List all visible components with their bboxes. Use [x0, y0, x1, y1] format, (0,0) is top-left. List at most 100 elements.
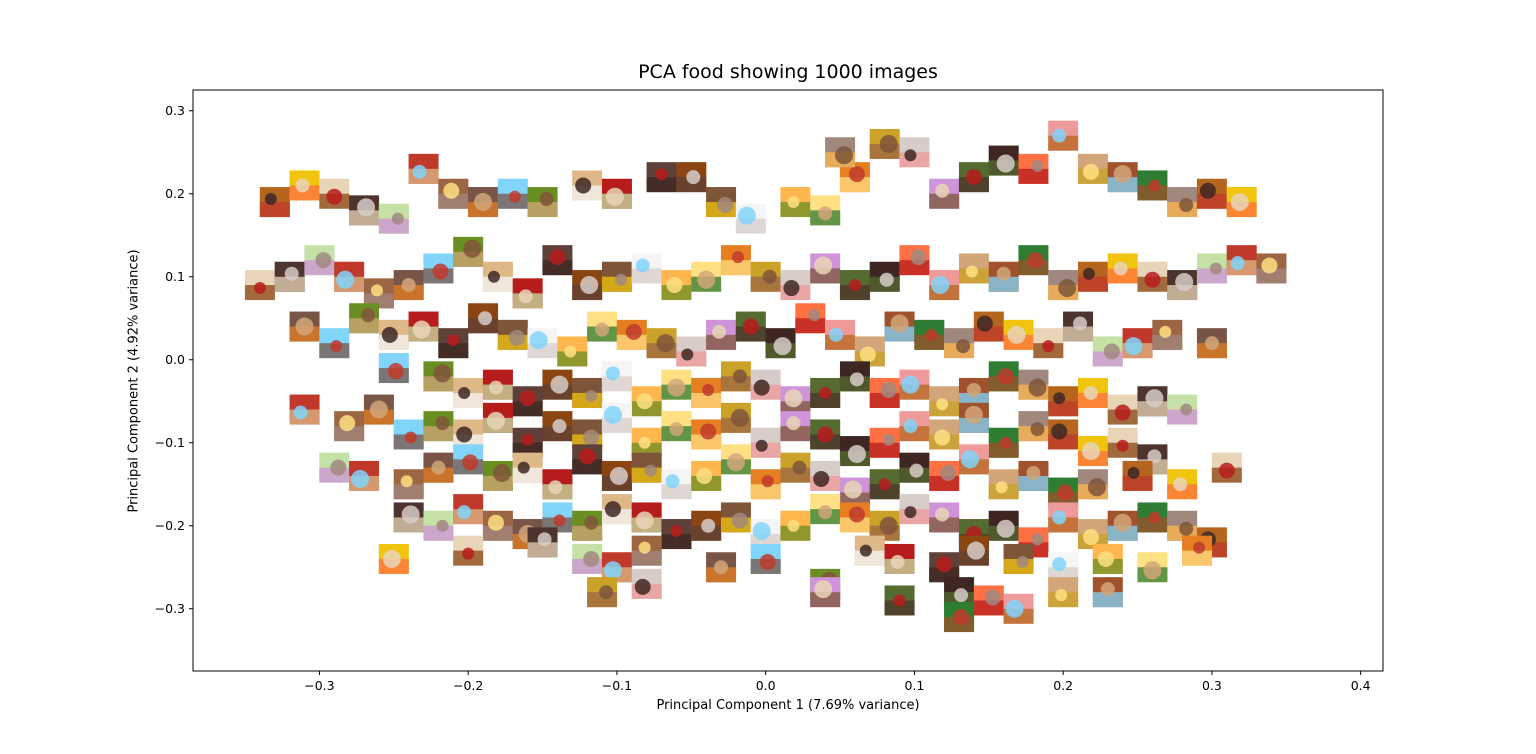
food-thumbnail [973, 311, 1004, 342]
food-thumbnail [512, 452, 543, 483]
x-axis-label: Principal Component 1 (7.69% variance) [656, 698, 920, 713]
food-thumbnail [958, 402, 989, 433]
food-thumbnail [572, 444, 603, 475]
food-thumbnail [319, 178, 350, 209]
food-thumbnail [706, 187, 737, 218]
food-thumbnail [1137, 552, 1168, 583]
food-thumbnail [988, 361, 1019, 392]
food-thumbnail [1137, 170, 1168, 201]
x-tick-label: 0.3 [1202, 678, 1222, 693]
food-thumbnail [839, 502, 870, 533]
food-thumbnail [631, 253, 662, 284]
food-thumbnail [423, 253, 454, 284]
food-thumbnail [393, 469, 424, 500]
food-thumbnail [453, 236, 484, 267]
food-thumbnail [408, 311, 439, 342]
food-thumbnail [468, 187, 499, 218]
food-thumbnail [869, 427, 900, 458]
food-thumbnail [884, 585, 915, 616]
food-thumbnail [1018, 245, 1049, 276]
food-thumbnail [378, 543, 409, 574]
food-thumbnail [810, 577, 841, 608]
food-thumbnail [468, 303, 499, 334]
food-thumbnail [601, 361, 632, 392]
x-tick-label: 0.4 [1351, 678, 1371, 693]
food-thumbnail [1077, 469, 1108, 500]
food-thumbnail [1077, 153, 1108, 184]
food-thumbnail [780, 411, 811, 442]
food-thumbnail [750, 369, 781, 400]
food-thumbnail [780, 187, 811, 218]
food-thumbnail [1256, 253, 1287, 284]
food-thumbnail [1137, 386, 1168, 417]
food-thumbnail [289, 394, 320, 425]
x-tick-label: −0.2 [453, 678, 483, 693]
food-thumbnail [438, 178, 469, 209]
food-thumbnail [780, 270, 811, 301]
food-thumbnail [453, 494, 484, 525]
food-thumbnail [929, 419, 960, 450]
food-thumbnail [899, 245, 930, 276]
food-thumbnail [646, 328, 677, 359]
food-thumbnail [929, 178, 960, 209]
food-thumbnail [810, 195, 841, 226]
food-thumbnail [899, 452, 930, 483]
food-thumbnail [869, 469, 900, 500]
food-thumbnail [1167, 270, 1198, 301]
food-thumbnail [453, 377, 484, 408]
food-thumbnail [527, 328, 558, 359]
food-thumbnail [988, 427, 1019, 458]
food-thumbnail [929, 270, 960, 301]
food-thumbnail [438, 328, 469, 359]
food-thumbnail [735, 311, 766, 342]
food-thumbnail [1226, 245, 1257, 276]
x-tick-label: 0.2 [1053, 678, 1073, 693]
food-thumbnail [1167, 187, 1198, 218]
food-thumbnail [958, 535, 989, 566]
food-thumbnail [542, 245, 573, 276]
food-thumbnail [929, 386, 960, 417]
y-axis-ticks: 0.3 0.2 0.1 0.0 −0.1 −0.2 −0.3 [155, 103, 193, 616]
food-thumbnail [720, 245, 751, 276]
food-thumbnail [304, 245, 335, 276]
food-thumbnail [884, 543, 915, 574]
food-thumbnail [1033, 328, 1064, 359]
food-thumbnail [393, 419, 424, 450]
food-thumbnail [1018, 411, 1049, 442]
food-thumbnail [453, 535, 484, 566]
food-thumbnail [839, 361, 870, 392]
food-thumbnail [572, 543, 603, 574]
food-thumbnail [423, 510, 454, 541]
food-thumbnail [423, 411, 454, 442]
food-thumbnail [1092, 336, 1123, 367]
food-thumbnail [720, 402, 751, 433]
food-thumbnail [334, 411, 365, 442]
x-axis-ticks: −0.3 −0.2 −0.1 0.0 0.1 0.2 0.3 0.4 [304, 671, 1371, 693]
food-thumbnail [601, 494, 632, 525]
food-thumbnail [810, 460, 841, 491]
food-thumbnail [691, 510, 722, 541]
food-thumbnail [482, 460, 513, 491]
food-thumbnail [378, 353, 409, 384]
food-thumbnail [1182, 535, 1213, 566]
food-thumbnail [1107, 253, 1138, 284]
food-thumbnail [899, 411, 930, 442]
food-thumbnail [631, 568, 662, 599]
food-thumbnail [1107, 427, 1138, 458]
food-thumbnail [810, 253, 841, 284]
food-thumbnail [1137, 261, 1168, 292]
food-thumbnail [1167, 394, 1198, 425]
y-tick-label: −0.3 [155, 601, 185, 616]
food-thumbnail [691, 460, 722, 491]
food-thumbnail [542, 369, 573, 400]
food-thumbnail [319, 452, 350, 483]
food-thumbnail [1167, 469, 1198, 500]
food-thumbnail [720, 502, 751, 533]
food-thumbnail [378, 203, 409, 234]
food-thumbnail [1196, 178, 1227, 209]
food-thumbnail [1137, 502, 1168, 533]
food-thumbnail [1048, 577, 1079, 608]
food-thumbnail [349, 195, 380, 226]
food-thumbnail [259, 187, 290, 218]
